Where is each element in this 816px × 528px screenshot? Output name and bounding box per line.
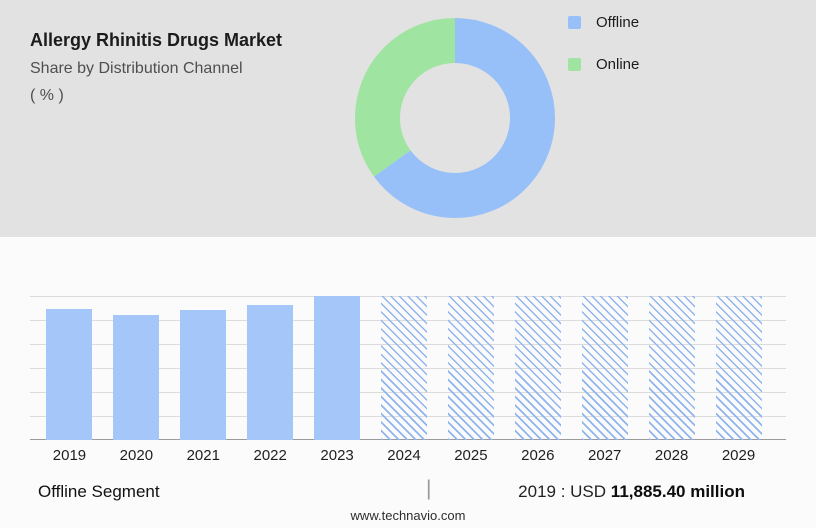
x-axis-label-2028: 2028 xyxy=(654,447,689,464)
segment-value: 2019 : USD 11,885.40 million xyxy=(518,482,745,502)
legend-swatch-offline xyxy=(568,15,581,29)
top-panel: Allergy Rhinitis Drugs Market Share by D… xyxy=(0,0,816,237)
legend-swatch-online xyxy=(568,57,581,71)
bar-chart-bars xyxy=(36,296,772,440)
bar-forecast-2028 xyxy=(648,296,695,440)
legend-label-online: Online xyxy=(596,55,640,73)
bar-forecast-2029 xyxy=(715,296,762,440)
bar-slot-2024 xyxy=(371,296,438,440)
bar-2020 xyxy=(113,314,160,440)
segment-label: Offline Segment xyxy=(38,482,160,501)
footer-separator: | xyxy=(426,477,432,500)
bar-forecast-2024 xyxy=(380,296,427,440)
x-axis-label-2026: 2026 xyxy=(521,447,555,464)
bar-2023 xyxy=(314,296,361,440)
x-axis-label-2027: 2027 xyxy=(588,447,622,464)
x-axis-label-2024: 2024 xyxy=(387,447,421,464)
bar-slot-2025 xyxy=(437,296,504,440)
bar-slot-2026 xyxy=(504,296,571,440)
bar-forecast-2026 xyxy=(514,296,561,440)
page-title: Allergy Rhinitis Drugs Market xyxy=(30,30,283,50)
bar-forecast-2027 xyxy=(581,296,628,440)
bar-slot-2021 xyxy=(170,296,237,440)
donut-slices xyxy=(355,18,555,218)
legend-label-offline: Offline xyxy=(596,13,640,31)
legend-item-online: Online xyxy=(568,54,639,74)
x-axis-label-2022: 2022 xyxy=(253,447,287,464)
bar-slot-2027 xyxy=(571,296,638,440)
bar-slot-2029 xyxy=(705,296,772,440)
bar-2019 xyxy=(46,308,93,440)
page-subtitle: Share by Distribution Channel xyxy=(30,60,243,77)
segment-value-prefix: 2019 : USD xyxy=(518,482,607,501)
website-label: www.technavio.com xyxy=(350,508,466,523)
bar-2022 xyxy=(247,304,294,440)
bar-2021 xyxy=(180,310,227,440)
bar-slot-2020 xyxy=(103,296,170,440)
segment-value-amount: 11,885.40 million xyxy=(610,482,745,501)
bar-slot-2019 xyxy=(36,296,103,440)
x-axis-label-2029: 2029 xyxy=(721,447,756,464)
x-axis-label-2019: 2019 xyxy=(52,447,87,464)
bar-slot-2023 xyxy=(304,296,371,440)
x-axis-label-2025: 2025 xyxy=(454,447,488,464)
donut-chart-container xyxy=(355,18,555,218)
bar-slot-2028 xyxy=(638,296,705,440)
donut-chart xyxy=(355,18,555,218)
x-axis-label-2023: 2023 xyxy=(320,447,354,464)
bar-forecast-2025 xyxy=(447,296,494,440)
bar-slot-2022 xyxy=(237,296,304,440)
donut-slice-online xyxy=(355,18,555,218)
legend-item-offline: Offline xyxy=(568,12,639,32)
bar-chart-x-axis: 2019 2020 2021 2022 2023 2024 2025 2026 2027 2028… xyxy=(36,447,772,464)
unit-label: ( % ) xyxy=(30,87,64,104)
x-axis-label-2020: 2020 xyxy=(119,447,154,464)
x-axis-label-2021: 2021 xyxy=(186,447,220,464)
legend: Offline Online xyxy=(568,12,639,96)
